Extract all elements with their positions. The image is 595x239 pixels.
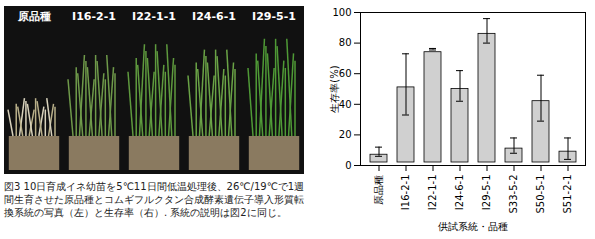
svg-text:I29-5-1: I29-5-1 [481,175,492,211]
svg-text:I16-2-1: I16-2-1 [72,10,116,23]
svg-text:原品種: 原品種 [17,10,51,23]
html-text:図3 10日育成イネ幼苗を5℃11日間低温処理後、26℃/1: 図3 10日育成イネ幼苗を5℃11日間低温処理後、26℃/19℃で1週間生育させ… [4,181,305,218]
svg-text:S50-5-1: S50-5-1 [535,175,546,214]
svg-text:供試系統・品種: 供試系統・品種 [438,221,508,232]
svg-text:I24-6-1: I24-6-1 [454,175,465,211]
svg-text:S51-2-1: S51-2-1 [562,175,573,214]
svg-text:20: 20 [339,129,352,140]
svg-text:I29-5-1: I29-5-1 [252,10,296,23]
svg-text:原品種: 原品種 [373,175,384,205]
svg-text:40: 40 [339,99,352,110]
svg-text:I24-6-1: I24-6-1 [192,10,236,23]
svg-text:60: 60 [339,68,352,79]
svg-text:I22-1-1: I22-1-1 [132,10,176,23]
svg-text:I16-2-1: I16-2-1 [400,175,411,211]
svg-text:80: 80 [339,37,352,48]
svg-text:0: 0 [345,160,351,171]
svg-text:100: 100 [332,7,351,18]
svg-text:I22-1-1: I22-1-1 [427,175,438,211]
svg-text:S33-5-2: S33-5-2 [508,175,519,214]
svg-text:生存率(%): 生存率(%) [329,65,340,112]
